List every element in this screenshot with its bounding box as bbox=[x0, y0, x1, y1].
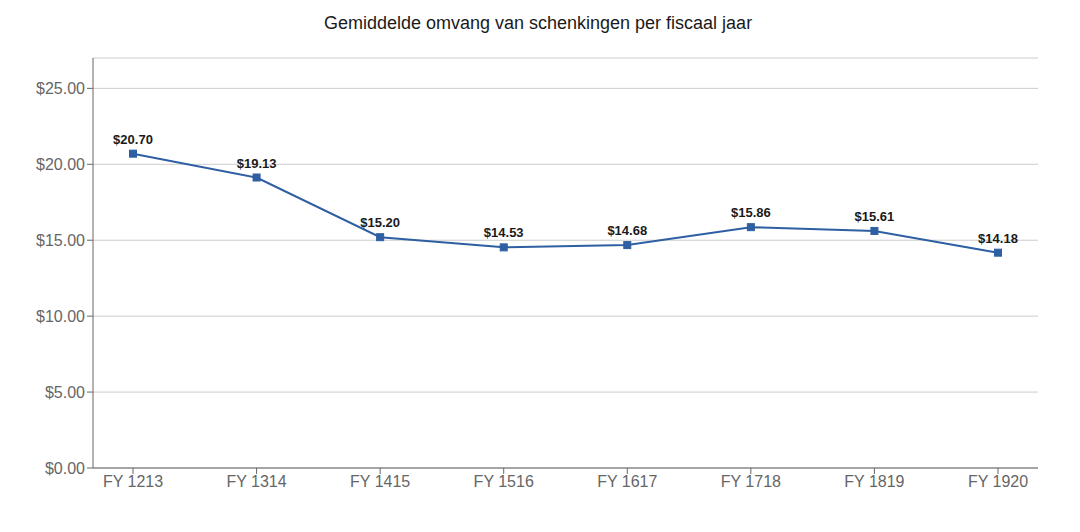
svg-text:FY 1415: FY 1415 bbox=[350, 473, 410, 490]
svg-text:$15.00: $15.00 bbox=[36, 232, 85, 249]
html-text:Gemiddelde omvang van schenkin: Gemiddelde omvang van schenkingen per fi… bbox=[323, 13, 753, 33]
svg-text:$10.00: $10.00 bbox=[36, 308, 85, 325]
svg-text:$15.61: $15.61 bbox=[855, 209, 895, 224]
svg-text:$14.68: $14.68 bbox=[607, 223, 647, 238]
svg-text:FY 1516: FY 1516 bbox=[474, 473, 534, 490]
svg-text:FY 1819: FY 1819 bbox=[844, 473, 904, 490]
svg-text:$14.18: $14.18 bbox=[978, 231, 1018, 246]
svg-text:$15.20: $15.20 bbox=[360, 215, 400, 230]
svg-text:FY 1213: FY 1213 bbox=[103, 473, 163, 490]
svg-text:FY 1920: FY 1920 bbox=[968, 473, 1028, 490]
svg-text:$5.00: $5.00 bbox=[45, 384, 85, 401]
svg-text:$19.13: $19.13 bbox=[237, 156, 277, 171]
svg-text:FY 1718: FY 1718 bbox=[721, 473, 781, 490]
svg-text:FY 1617: FY 1617 bbox=[597, 473, 657, 490]
svg-text:$25.00: $25.00 bbox=[36, 80, 85, 97]
svg-text:FY 1314: FY 1314 bbox=[226, 473, 286, 490]
svg-text:$20.00: $20.00 bbox=[36, 156, 85, 173]
svg-text:$20.70: $20.70 bbox=[113, 132, 153, 147]
svg-text:$14.53: $14.53 bbox=[484, 225, 524, 240]
svg-text:$15.86: $15.86 bbox=[731, 205, 771, 220]
svg-text:$0.00: $0.00 bbox=[45, 460, 85, 477]
